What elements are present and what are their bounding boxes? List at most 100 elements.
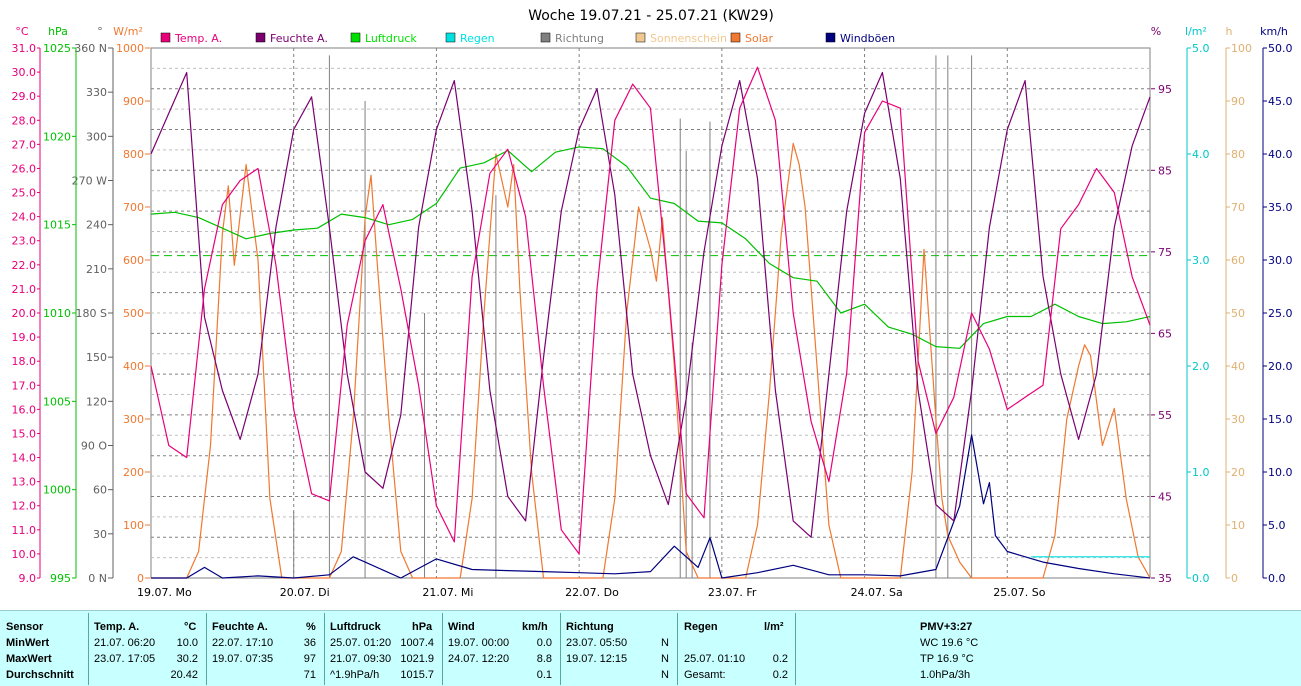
tick-label-temp: 26.0 [12,162,37,175]
tick-label-solar: 400 [123,360,144,373]
tick-label-direction: 150 [86,351,107,364]
tick-label-solar: 0 [137,572,144,585]
legend-swatch [445,32,456,43]
unit-rain: l/m² [1185,25,1207,38]
summary-wind-val: 0.0 [536,637,552,649]
x-tick-label: 20.07. Di [280,586,330,599]
summary-regen-val: 0.2 [772,669,788,681]
tick-label-temp: 13.0 [12,476,37,489]
summary-label: MaxWert [6,653,52,665]
tick-label-temp: 31.0 [12,42,37,55]
legend-swatch [160,32,171,43]
tick-label-solar: 1000 [116,42,144,55]
tick-label-direction: 210 [86,263,107,276]
legend-label: Temp. A. [174,32,222,45]
tick-label-temp: 10.0 [12,548,37,561]
legend-swatch [635,32,646,43]
summary-wind-val: 0.1 [536,669,552,681]
series-temp-a [150,66,1151,555]
legend-label: Luftdruck [365,32,417,45]
tick-label-sunshine: 40 [1231,360,1245,373]
summary-feuchte-time: 19.07. 07:35 [212,653,274,665]
tick-label-temp: 11.0 [12,524,37,537]
tick-label-temp: 30.0 [12,66,37,79]
tick-label-temp: 14.0 [12,452,37,465]
summary-header-luftdruck-unit: hPa [412,621,433,633]
chart-legend: Temp. A. Feuchte A. Luftdruck Regen Richtung… [160,32,895,45]
tick-label-sunshine: 80 [1231,148,1245,161]
legend-label: Sonnenschein [650,32,727,45]
summary-header-feuchte-unit: % [306,621,316,633]
summary-feuchte-val: 71 [303,669,316,681]
tick-label-direction: 240 [86,219,107,232]
unit-direction: ° [97,25,103,38]
right-axes: 958575655545355.04.03.02.01.00.010090807… [1151,42,1293,585]
summary-richtung-val: N [661,653,669,665]
tick-label-solar: 200 [123,466,144,479]
summary-temp-time: 23.07. 17:05 [94,653,156,665]
summary-druck-time: 21.07. 09:30 [330,653,392,665]
tick-label-pressure: 1020 [43,130,71,143]
summary-feuchte-time: 22.07. 17:10 [212,637,274,649]
tick-label-humidity: 95 [1158,83,1172,96]
tick-label-solar: 900 [123,95,144,108]
legend-swatch [255,32,266,43]
summary-header-sensor: Sensor [6,621,44,633]
legend-swatch [730,32,741,43]
summary-header-luftdruck: Luftdruck [330,621,381,633]
summary-label: MinWert [6,637,50,649]
unit-humidity: % [1151,25,1161,38]
tick-label-solar: 300 [123,413,144,426]
tick-label-rain: 2.0 [1192,360,1210,373]
summary-richtung-val: N [661,637,669,649]
summary-temp-val: 10.0 [176,637,198,649]
series-luftdruck [150,146,1151,349]
summary-temp-val: 30.2 [176,653,198,665]
tick-label-humidity: 35 [1158,572,1172,585]
summary-header-regen-unit: l/m² [764,621,784,633]
summary-richtung-val: N [661,669,669,681]
tick-label-wind: 35.0 [1268,201,1293,214]
tick-label-wind: 5.0 [1268,519,1286,532]
summary-pmv: PMV+3:27 [920,621,973,633]
summary-wind-time: 19.07. 00:00 [448,637,510,649]
legend-swatch [540,32,551,43]
legend-label: Regen [460,32,495,45]
summary-druck-time: ^1.9hPa/h [330,669,380,681]
series-feuchte-a [150,71,1151,538]
tick-label-direction: 330 [86,86,107,99]
tick-label-humidity: 75 [1158,246,1172,259]
tick-label-temp: 23.0 [12,235,37,248]
summary-regen-time: Gesamt: [684,669,726,681]
summary-header-feuchte: Feuchte A. [212,621,268,633]
summary-druck-val: 1007.4 [400,637,434,649]
summary-richtung-time: 19.07. 12:15 [566,653,628,665]
x-tick-label: 22.07. Do [565,586,619,599]
tick-label-pressure: 1000 [43,484,71,497]
tick-label-rain: 1.0 [1192,466,1210,479]
weather-chart: Woche 19.07.21 - 25.07.21 (KW29) Temp. A… [12,8,1293,599]
summary-header-richtung: Richtung [566,621,614,633]
tick-label-sunshine: 30 [1231,413,1245,426]
tick-label-temp: 16.0 [12,403,37,416]
tick-label-solar: 700 [123,201,144,214]
x-tick-label: 19.07. Mo [137,586,192,599]
summary-header-temp: Temp. A. [94,621,140,633]
chart-title: Woche 19.07.21 - 25.07.21 (KW29) [528,8,774,24]
tick-label-rain: 4.0 [1192,148,1210,161]
x-axis: 19.07. Mo 20.07. Di 21.07. Mi 22.07. Do 23.0… [137,586,1046,599]
tick-label-sunshine: 0 [1231,572,1238,585]
tick-label-humidity: 55 [1158,409,1172,422]
legend-swatch [350,32,361,43]
series-solar [151,142,1151,579]
summary-druck-val: 1021.9 [400,653,434,665]
tick-label-temp: 12.0 [12,500,37,513]
legend-label: Windböen [840,32,895,45]
tick-label-temp: 22.0 [12,259,37,272]
summary-extra: WC 19.6 °C [920,637,979,649]
tick-label-sunshine: 10 [1231,519,1245,532]
x-tick-label: 24.07. Sa [851,586,903,599]
tick-label-direction: 90 O [81,440,107,453]
summary-druck-val: 1015.7 [400,669,434,681]
legend-label: Feuchte A. [270,32,328,45]
